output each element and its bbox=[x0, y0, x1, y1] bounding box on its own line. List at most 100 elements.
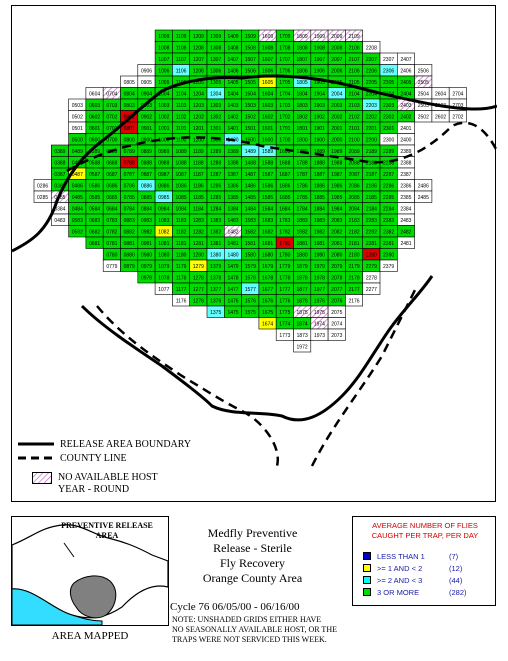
grid-cell-label: 1981 bbox=[314, 241, 325, 247]
grid-cell-label: 2381 bbox=[383, 241, 394, 247]
grid-cell-label: 1287 bbox=[210, 172, 221, 178]
grid-cell-label: 1680 bbox=[262, 252, 273, 258]
grid-cell-label: 1702 bbox=[279, 114, 290, 120]
grid-cell-label: 1989 bbox=[331, 149, 342, 155]
grid-cell-label: 1801 bbox=[297, 126, 308, 132]
key-item-less-than-1: LESS THAN 1 (7) bbox=[363, 551, 489, 561]
grid-cell-label: 1178 bbox=[176, 275, 187, 281]
grid-cell-label: 1978 bbox=[314, 275, 325, 281]
grid-cell-label: 1081 bbox=[158, 241, 169, 247]
grid-cell-label: 2383 bbox=[383, 218, 394, 224]
grid-cell-label: 1089 bbox=[176, 149, 187, 155]
grid-cell-label: 2207 bbox=[366, 57, 377, 63]
grid-cell-label: 2402 bbox=[400, 114, 411, 120]
grid-cell-label: 0387 bbox=[54, 172, 65, 178]
grid-cell-label: 1577 bbox=[245, 287, 256, 293]
grid-cell-label: 1406 bbox=[227, 68, 238, 74]
grid-cell bbox=[345, 294, 363, 307]
grid-cell-label: 2303 bbox=[383, 103, 394, 109]
grid-cell-label: 1500 bbox=[245, 137, 256, 143]
grid-cell-label: 1889 bbox=[314, 149, 325, 155]
grid-cell-label: 2004 bbox=[331, 91, 342, 97]
grid-cell-label: 0285 bbox=[37, 195, 48, 201]
grid-cell-label: 1002 bbox=[158, 114, 169, 120]
grid-cell-label: 1903 bbox=[314, 103, 325, 109]
grid-cell-label: 1779 bbox=[279, 264, 290, 270]
grid-cell-label: 1376 bbox=[210, 298, 221, 304]
grid-cell-label: 2287 bbox=[383, 172, 394, 178]
grid-cell-label: 1484 bbox=[245, 206, 256, 212]
grid-cell-label: 0500 bbox=[72, 137, 83, 143]
grid-cell-label: 0582 bbox=[72, 229, 83, 235]
grid-cell-label: 1976 bbox=[314, 298, 325, 304]
grid-cell-label: 2079 bbox=[331, 264, 342, 270]
grid-cell-label: 0779 bbox=[106, 264, 117, 270]
grid-cell-label: 2006 bbox=[331, 68, 342, 74]
grid-cell-label: 0703 bbox=[106, 103, 117, 109]
grid-cell-label: 2208 bbox=[366, 45, 377, 51]
grid-cell-label: 2386 bbox=[400, 183, 411, 189]
grid-cell-label: 2074 bbox=[331, 321, 342, 327]
grid-cell bbox=[448, 110, 467, 123]
grid-cell-label: 1375 bbox=[210, 310, 221, 316]
grid-cell-label: 2278 bbox=[366, 275, 377, 281]
grid-cell-label: 0800 bbox=[124, 137, 135, 143]
grid-cell-label: 1481 bbox=[227, 241, 238, 247]
grid-cell-label: 1579 bbox=[245, 264, 256, 270]
legend-county-line-label: COUNTY LINE bbox=[60, 452, 127, 464]
grid-cell-label: 2504 bbox=[418, 91, 429, 97]
key-title-line2: CAUGHT PER TRAP, PER DAY bbox=[371, 531, 479, 540]
grid-cell-label: 1205 bbox=[193, 80, 204, 86]
release-area-boundary bbox=[12, 74, 497, 253]
grid-cell-label: 0700 bbox=[106, 137, 117, 143]
key-swatch-yellow bbox=[363, 564, 371, 572]
grid-cell-label: 0980 bbox=[141, 252, 152, 258]
grid-cell-label: 0583 bbox=[72, 218, 83, 224]
grid-cell-label: 1380 bbox=[210, 252, 221, 258]
grid-cell-label: 2186 bbox=[366, 183, 377, 189]
grid-cell-label: 1282 bbox=[193, 229, 204, 235]
grid-cell-label: 0701 bbox=[106, 126, 117, 132]
grid-cell-label: 1285 bbox=[210, 195, 221, 201]
title-line4: Orange County Area bbox=[202, 571, 303, 585]
grid-cell bbox=[327, 328, 346, 341]
grid-cell-label: 1686 bbox=[279, 183, 290, 189]
grid-cell-label: 1088 bbox=[176, 160, 187, 166]
grid-cell-label: 0986 bbox=[158, 183, 169, 189]
grid-cell-label: 2178 bbox=[349, 275, 360, 281]
grid-cell-label: 2282 bbox=[366, 229, 377, 235]
grid-cell-label: 1007 bbox=[158, 57, 169, 63]
grid-cell-label: 1888 bbox=[314, 160, 325, 166]
grid-cell-label: 0784 bbox=[124, 206, 135, 212]
grid-cell-label: 2384 bbox=[400, 206, 411, 212]
grid-cell-label: 2107 bbox=[349, 57, 360, 63]
grid-cell-label: 1100 bbox=[176, 137, 187, 143]
grid-cell-label: 2085 bbox=[349, 195, 360, 201]
grid-cell-label: 1775 bbox=[279, 310, 290, 316]
grid-cell-label: 2277 bbox=[366, 287, 377, 293]
grid-cell-label: 2401 bbox=[400, 126, 411, 132]
grid-cell-label: 0885 bbox=[141, 195, 152, 201]
grid-cell-label: 1305 bbox=[210, 80, 221, 86]
grid-cell-label: 1785 bbox=[297, 195, 308, 201]
grid-cell-label: 1303 bbox=[210, 103, 221, 109]
grid-cell-label: 1288 bbox=[210, 160, 221, 166]
grid-cell-label: 1905 bbox=[314, 80, 325, 86]
inset-label-line1: PREVENTIVE RELEASE bbox=[61, 521, 153, 530]
grid-cell-label: 1108 bbox=[176, 45, 187, 51]
legend-no-host-line1: NO AVAILABLE HOST bbox=[58, 472, 158, 483]
grid-cell-label: 1604 bbox=[262, 91, 273, 97]
key-item-label: 3 OR MORE bbox=[377, 587, 420, 597]
grid-cell-label: 0801 bbox=[124, 126, 135, 132]
grid-cell-label: 1486 bbox=[245, 183, 256, 189]
grid-cell-label: 1782 bbox=[279, 229, 290, 235]
grid-cell-label: 2205 bbox=[366, 80, 377, 86]
grid-cell-label: 2379 bbox=[383, 264, 394, 270]
grid-cell-label: 1203 bbox=[193, 103, 204, 109]
grid-cell-label: 1102 bbox=[176, 114, 187, 120]
grid-cell-label: 1204 bbox=[193, 91, 204, 97]
grid-cell-label: 1972 bbox=[297, 344, 308, 350]
grid-cell-label: 1875 bbox=[297, 310, 308, 316]
grid-cell-label: 1085 bbox=[176, 195, 187, 201]
grid-cell-label: 1281 bbox=[193, 241, 204, 247]
